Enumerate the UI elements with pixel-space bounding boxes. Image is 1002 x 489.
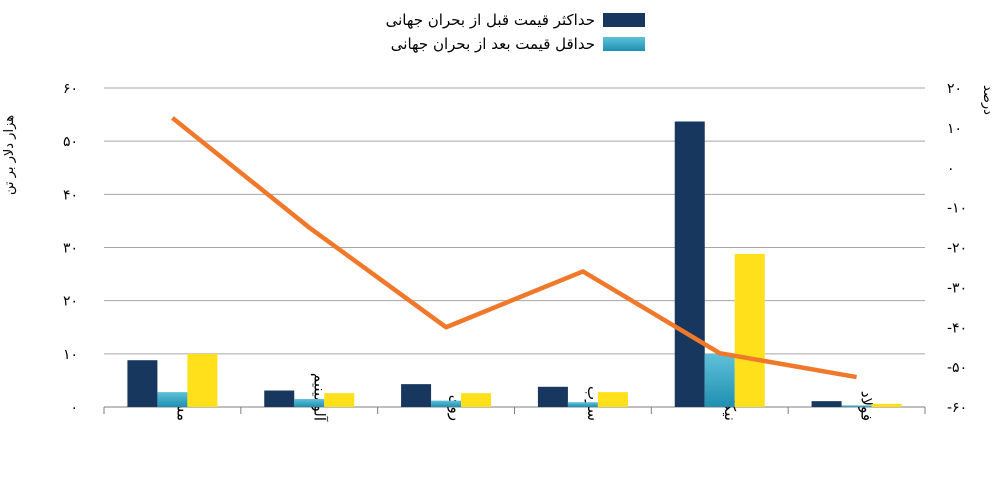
y-tick-label-right: ۰ bbox=[947, 161, 955, 177]
bar-series-1 bbox=[157, 392, 188, 407]
bar-series-0 bbox=[127, 360, 158, 407]
bar-series-2 bbox=[324, 393, 355, 407]
y-tick-label-right: -۴۰ bbox=[947, 320, 967, 336]
y-tick-label-right: -۲۰ bbox=[947, 241, 967, 257]
y-tick-label-right: -۱۰ bbox=[947, 201, 967, 217]
bar-series-1 bbox=[704, 353, 735, 407]
bar-series-0 bbox=[674, 121, 705, 408]
bar-series-1 bbox=[567, 402, 598, 407]
bar-series-0 bbox=[401, 384, 432, 407]
bar-series-2 bbox=[734, 253, 765, 407]
legend-swatch-min bbox=[603, 37, 645, 51]
bar-series-0 bbox=[537, 386, 568, 407]
bar-series-0 bbox=[811, 401, 842, 407]
legend-swatch-max bbox=[603, 13, 645, 27]
bar-series-2 bbox=[597, 392, 628, 407]
y-tick-label-left: ۱۰ bbox=[63, 347, 78, 363]
bar-series-2 bbox=[871, 403, 902, 407]
legend-item-min-price: حداقل قیمت بعد از بحران جهانی bbox=[391, 34, 645, 54]
y-tick-label-right: -۳۰ bbox=[947, 280, 967, 296]
bar-series-1 bbox=[294, 399, 325, 407]
y-tick-label-right: -۵۰ bbox=[947, 360, 967, 376]
x-tick-label: آلومینیم bbox=[310, 373, 328, 422]
line-series bbox=[171, 116, 857, 380]
y-tick-label-right: -۶۰ bbox=[947, 400, 967, 416]
legend-label-min: حداقل قیمت بعد از بحران جهانی bbox=[390, 35, 595, 53]
y-tick-label-left: ۴۰ bbox=[63, 187, 78, 203]
bar-series-1 bbox=[431, 400, 462, 407]
bar-series-1 bbox=[841, 405, 872, 407]
y-tick-label-right: ۲۰ bbox=[947, 81, 962, 97]
legend-label-max: حداکثر قیمت قبل از بحران جهانی bbox=[385, 11, 595, 29]
y-tick-label-right: ۱۰ bbox=[947, 121, 962, 137]
y-tick-label-left: ۶۰ bbox=[63, 81, 78, 97]
legend: حداکثر قیمت قبل از بحران جهانی حداقل قیم… bbox=[333, 6, 663, 56]
bar-series-0 bbox=[264, 390, 295, 407]
legend-item-max-price: حداکثر قیمت قبل از بحران جهانی bbox=[386, 10, 645, 30]
y-tick-label-left: ۳۰ bbox=[63, 241, 78, 257]
bar-series-2 bbox=[187, 353, 218, 407]
bar-series-2 bbox=[461, 393, 492, 407]
y-tick-label-left: ۰ bbox=[70, 400, 78, 416]
y-tick-label-left: ۲۰ bbox=[63, 294, 78, 310]
y-tick-label-left: ۵۰ bbox=[63, 134, 78, 150]
